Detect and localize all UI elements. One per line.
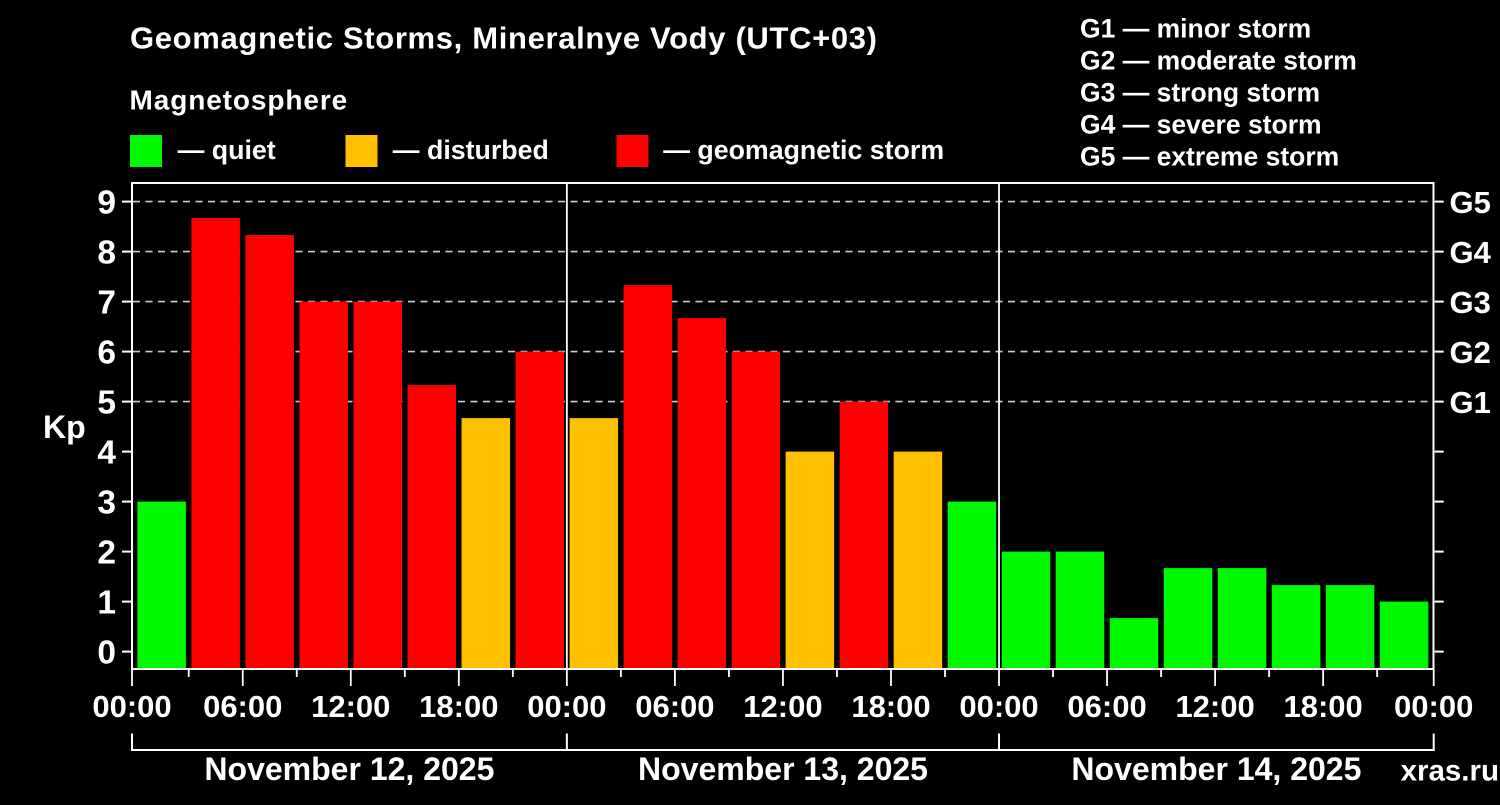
svg-text:G3: G3: [1450, 285, 1491, 320]
svg-text:18:00: 18:00: [851, 689, 930, 724]
svg-text:8: 8: [97, 235, 116, 272]
svg-text:G5: G5: [1450, 185, 1491, 220]
svg-text:— disturbed: — disturbed: [393, 135, 549, 165]
svg-text:00:00: 00:00: [527, 689, 606, 724]
svg-text:2: 2: [97, 535, 116, 572]
svg-text:3: 3: [97, 485, 116, 522]
svg-text:G3 — strong storm: G3 — strong storm: [1080, 78, 1320, 108]
svg-text:1: 1: [97, 585, 116, 622]
svg-text:G5 — extreme storm: G5 — extreme storm: [1080, 142, 1339, 172]
svg-text:— geomagnetic storm: — geomagnetic storm: [663, 135, 944, 165]
svg-text:06:00: 06:00: [1067, 689, 1146, 724]
svg-text:9: 9: [97, 185, 116, 222]
svg-text:G4 — severe storm: G4 — severe storm: [1080, 110, 1322, 140]
svg-text:06:00: 06:00: [203, 689, 282, 724]
svg-text:Geomagnetic Storms, Mineralnye: Geomagnetic Storms, Mineralnye Vody (UTC…: [130, 21, 878, 56]
svg-text:G1 — minor storm: G1 — minor storm: [1080, 14, 1311, 44]
svg-text:G2: G2: [1450, 335, 1491, 370]
svg-text:00:00: 00:00: [1394, 689, 1473, 724]
svg-text:November 12, 2025: November 12, 2025: [204, 751, 494, 787]
svg-text:November 13, 2025: November 13, 2025: [638, 751, 928, 787]
svg-text:12:00: 12:00: [311, 689, 390, 724]
svg-text:Magnetosphere: Magnetosphere: [130, 85, 349, 116]
svg-text:4: 4: [97, 435, 116, 472]
svg-text:18:00: 18:00: [1283, 689, 1362, 724]
svg-text:12:00: 12:00: [1175, 689, 1254, 724]
svg-text:— quiet: — quiet: [178, 135, 276, 165]
svg-text:06:00: 06:00: [635, 689, 714, 724]
svg-text:00:00: 00:00: [959, 689, 1038, 724]
svg-text:G4: G4: [1450, 235, 1492, 270]
svg-text:G1: G1: [1450, 385, 1491, 420]
svg-text:5: 5: [97, 385, 116, 422]
svg-text:6: 6: [97, 335, 116, 372]
svg-text:G2 — moderate storm: G2 — moderate storm: [1080, 46, 1357, 76]
svg-text:00:00: 00:00: [92, 689, 171, 724]
svg-text:xras.ru: xras.ru: [1401, 755, 1499, 788]
svg-text:12:00: 12:00: [743, 689, 822, 724]
svg-text:18:00: 18:00: [419, 689, 498, 724]
svg-text:7: 7: [97, 285, 116, 322]
svg-text:Kp: Kp: [43, 409, 86, 445]
svg-text:0: 0: [97, 635, 116, 672]
svg-text:November 14, 2025: November 14, 2025: [1071, 751, 1361, 787]
